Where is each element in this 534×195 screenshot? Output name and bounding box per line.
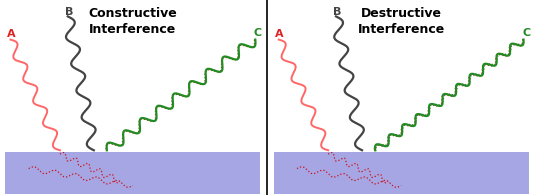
Text: Destructive
Interference: Destructive Interference xyxy=(357,7,445,36)
Text: C: C xyxy=(254,28,262,38)
Text: B: B xyxy=(65,7,74,17)
Text: A: A xyxy=(275,29,284,39)
Text: Constructive
Interference: Constructive Interference xyxy=(89,7,177,36)
Text: C: C xyxy=(522,28,530,38)
Text: B: B xyxy=(333,7,342,17)
Text: A: A xyxy=(6,29,15,39)
Bar xyxy=(5,152,261,194)
Bar xyxy=(273,152,529,194)
